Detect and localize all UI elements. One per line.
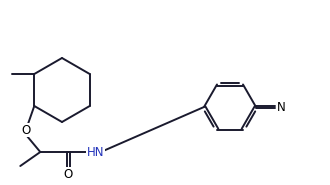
Text: HN: HN <box>86 145 104 159</box>
Text: O: O <box>22 124 31 137</box>
Text: O: O <box>64 167 73 181</box>
Text: N: N <box>277 100 285 114</box>
